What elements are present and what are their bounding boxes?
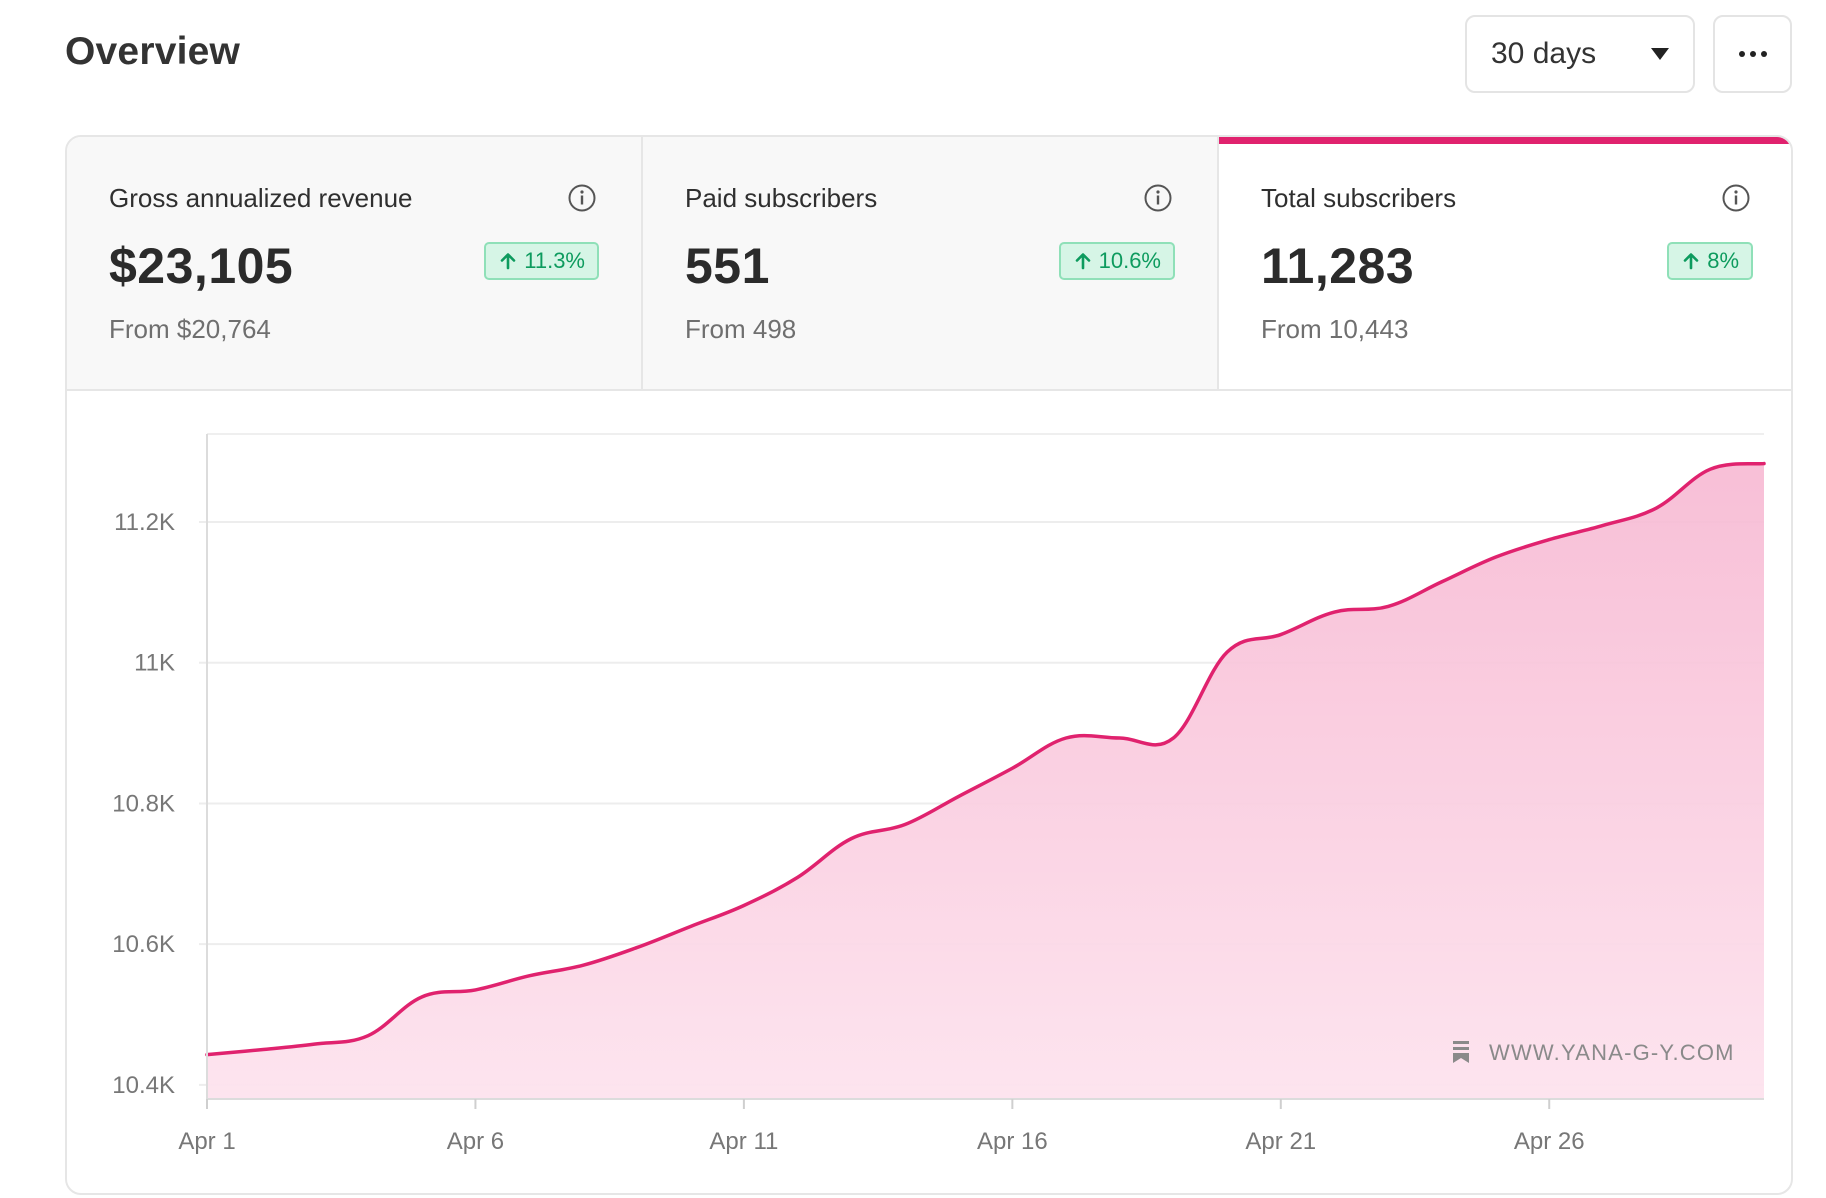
more-dot (1750, 51, 1756, 57)
metric-value: 11,283 (1261, 237, 1414, 295)
data-point (1655, 507, 1657, 509)
metric-tab-paid-subscribers[interactable]: Paid subscribers 551 10.6% From 498 (643, 137, 1219, 389)
data-point (421, 996, 423, 998)
more-options-button[interactable] (1713, 15, 1792, 93)
y-tick-label: 10.8K (112, 790, 175, 817)
more-dot (1739, 51, 1745, 57)
change-badge: 11.3% (484, 242, 599, 280)
data-point (582, 964, 584, 966)
data-point (1441, 581, 1443, 583)
data-point (743, 904, 745, 906)
x-tick-label: Apr 16 (977, 1128, 1048, 1155)
data-point (1333, 611, 1335, 613)
subscribers-chart: 10.4K 10.6K 10.8K 11K 11.2K Apr 1 Apr 6 Apr 11 A… (67, 389, 1791, 1195)
metric-tab-gross-annualized-revenue[interactable]: Gross annualized revenue $23,105 11.3% F… (67, 137, 643, 389)
data-point (1494, 556, 1496, 558)
data-point (796, 876, 798, 878)
watermark: WWW.YANA-G-Y.COM (1453, 1040, 1735, 1065)
arrow-up-icon (498, 251, 518, 271)
change-value: 11.3% (524, 248, 585, 274)
metric-title: Paid subscribers (685, 183, 877, 214)
metric-from: From 10,443 (1261, 314, 1408, 345)
data-point (313, 1043, 315, 1045)
data-point (1548, 538, 1550, 540)
data-point (1011, 767, 1013, 769)
date-range-select[interactable]: 30 days (1465, 15, 1695, 93)
data-point (1280, 633, 1282, 635)
info-icon[interactable] (567, 183, 597, 213)
change-value: 10.6% (1099, 248, 1161, 274)
data-point (957, 795, 959, 797)
x-tick-label: Apr 21 (1245, 1128, 1316, 1155)
y-tick-label: 11.2K (114, 509, 175, 536)
data-point (1119, 737, 1121, 739)
data-point (635, 947, 637, 949)
x-tick-label: Apr 6 (447, 1128, 504, 1155)
data-point (1602, 524, 1604, 526)
change-badge: 10.6% (1059, 242, 1175, 280)
data-point (528, 975, 530, 977)
data-point (474, 989, 476, 991)
arrow-up-icon (1073, 251, 1093, 271)
y-tick-label: 10.4K (112, 1072, 175, 1099)
metric-title: Total subscribers (1261, 183, 1456, 214)
data-point (904, 823, 906, 825)
x-tick-label: Apr 11 (709, 1128, 778, 1155)
y-tick-label: 11K (134, 650, 175, 677)
data-point (1065, 737, 1067, 739)
metric-from: From 498 (685, 314, 796, 345)
metric-tabs: Gross annualized revenue $23,105 11.3% F… (67, 137, 1791, 391)
metric-from: From $20,764 (109, 314, 271, 345)
metric-value: 551 (685, 237, 770, 295)
x-tick-label: Apr 1 (178, 1128, 235, 1155)
overview-card: Gross annualized revenue $23,105 11.3% F… (65, 135, 1793, 1195)
date-range-value: 30 days (1491, 37, 1651, 71)
data-point (1226, 651, 1228, 653)
data-point (1387, 605, 1389, 607)
arrow-up-icon (1681, 251, 1701, 271)
x-tick-label: Apr 26 (1514, 1128, 1585, 1155)
metric-value: $23,105 (109, 237, 293, 295)
data-point (689, 925, 691, 927)
watermark-text: WWW.YANA-G-Y.COM (1489, 1040, 1735, 1065)
data-point (367, 1034, 369, 1036)
page-title: Overview (65, 30, 240, 74)
info-icon[interactable] (1143, 183, 1173, 213)
data-point (1172, 737, 1174, 739)
chart-area: 10.4K 10.6K 10.8K 11K 11.2K Apr 1 Apr 6 Apr 11 A… (67, 389, 1791, 1195)
info-icon[interactable] (1721, 183, 1751, 213)
caret-down-icon (1651, 48, 1669, 60)
change-badge: 8% (1667, 242, 1753, 280)
data-point (1709, 468, 1711, 470)
y-tick-label: 10.6K (112, 931, 175, 958)
data-point (850, 837, 852, 839)
metric-title: Gross annualized revenue (109, 183, 413, 214)
change-value: 8% (1707, 248, 1739, 274)
more-dot (1761, 51, 1767, 57)
metric-tab-total-subscribers[interactable]: Total subscribers 11,283 8% From 10,443 (1219, 137, 1793, 389)
data-point (1763, 462, 1765, 464)
data-point (259, 1049, 261, 1051)
